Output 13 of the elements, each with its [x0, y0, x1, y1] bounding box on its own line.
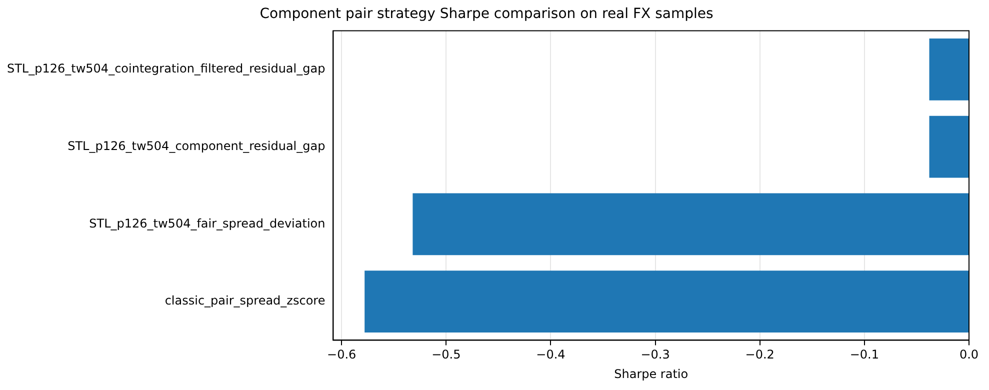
x-tick-label: −0.5	[432, 348, 461, 362]
y-tick-label: STL_p126_tw504_component_residual_gap	[68, 138, 326, 153]
x-tick-label: −0.2	[745, 348, 774, 362]
chart-title: Component pair strategy Sharpe comparison on real FX samples	[260, 6, 714, 22]
x-tick-label: 0.0	[959, 348, 979, 362]
x-axis-title: Sharpe ratio	[614, 366, 688, 381]
y-tick-label: classic_pair_spread_zscore	[164, 294, 326, 308]
y-tick-label: STL_p126_tw504_cointegration_filtered_residual_gap	[6, 62, 326, 76]
x-tick-label: −0.4	[536, 348, 566, 362]
x-tick-label: −0.6	[327, 348, 356, 362]
x-tick-label: −0.3	[640, 348, 670, 362]
y-tick-label: STL_p126_tw504_fair_spread_deviation	[89, 216, 326, 230]
x-tick-label: −0.1	[850, 348, 879, 362]
